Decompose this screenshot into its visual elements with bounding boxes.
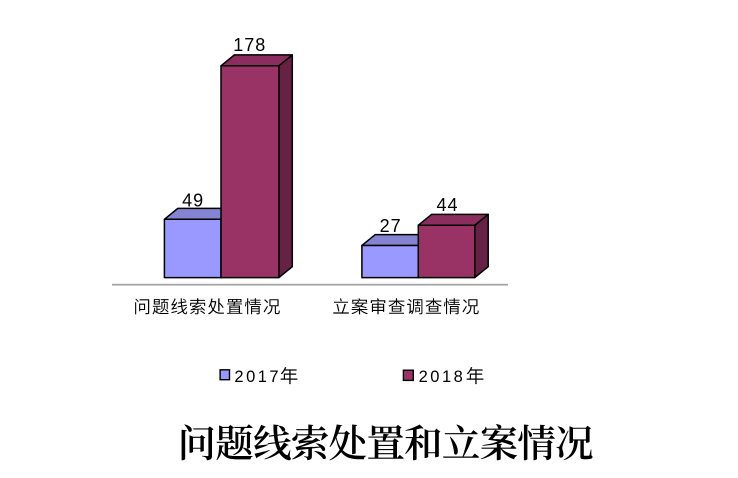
svg-text:2018: 2018 [419,368,466,386]
svg-text:178: 178 [233,35,266,55]
svg-text:27: 27 [380,216,402,236]
svg-text:49: 49 [182,190,204,210]
svg-text:44: 44 [436,195,458,215]
svg-text:2017: 2017 [234,368,281,386]
